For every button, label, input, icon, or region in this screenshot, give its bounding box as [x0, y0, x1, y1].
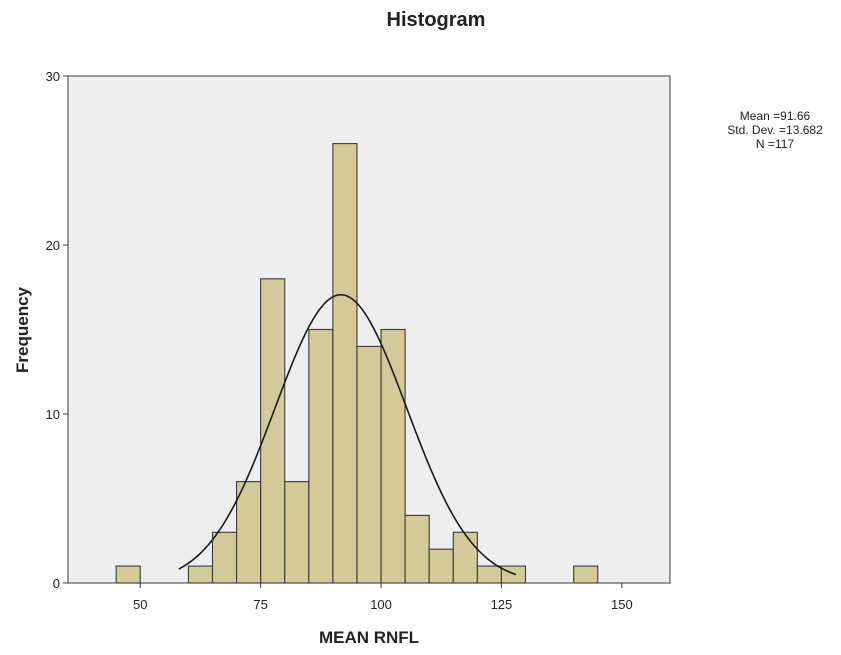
histogram-bar: [332, 143, 358, 584]
histogram-bar: [573, 565, 599, 584]
y-axis-label: Frequency: [13, 286, 32, 373]
y-tick-label: 0: [53, 576, 60, 591]
stats-box: Mean =91.66 Std. Dev. =13.682 N =117: [727, 109, 823, 151]
stats-mean: Mean =91.66: [740, 109, 811, 123]
x-axis: 50 75 100 125 150: [133, 583, 633, 612]
histogram-bar: [187, 565, 214, 584]
x-tick-label: 75: [253, 597, 267, 612]
histogram-bar: [476, 565, 502, 584]
chart-title: Histogram: [387, 9, 486, 31]
y-axis: 0 10 20 30: [46, 69, 68, 591]
x-axis-label: MEAN RNFL: [319, 628, 419, 647]
y-tick-label: 10: [46, 407, 60, 422]
histogram-bar: [500, 565, 527, 584]
histogram-bar: [284, 481, 310, 584]
histogram-bar: [211, 531, 238, 584]
bars-group: [115, 143, 599, 584]
histogram-bar: [236, 481, 262, 584]
histogram-bar: [380, 328, 406, 584]
histogram-bar: [260, 278, 286, 584]
histogram-bar: [404, 514, 430, 584]
x-tick-label: 50: [133, 597, 147, 612]
stats-std-dev: Std. Dev. =13.682: [727, 123, 823, 137]
normal-curve: [178, 293, 517, 576]
stats-n: N =117: [756, 137, 794, 151]
histogram-bar: [115, 565, 141, 584]
histogram-bar: [308, 328, 334, 584]
y-tick-label: 20: [46, 238, 60, 253]
x-tick-label: 125: [491, 597, 513, 612]
x-tick-label: 100: [370, 597, 392, 612]
histogram-bar: [356, 345, 382, 584]
x-tick-label: 150: [611, 597, 633, 612]
histogram-bar: [452, 531, 478, 584]
y-tick-label: 30: [46, 69, 60, 84]
histogram-bar: [428, 548, 454, 584]
